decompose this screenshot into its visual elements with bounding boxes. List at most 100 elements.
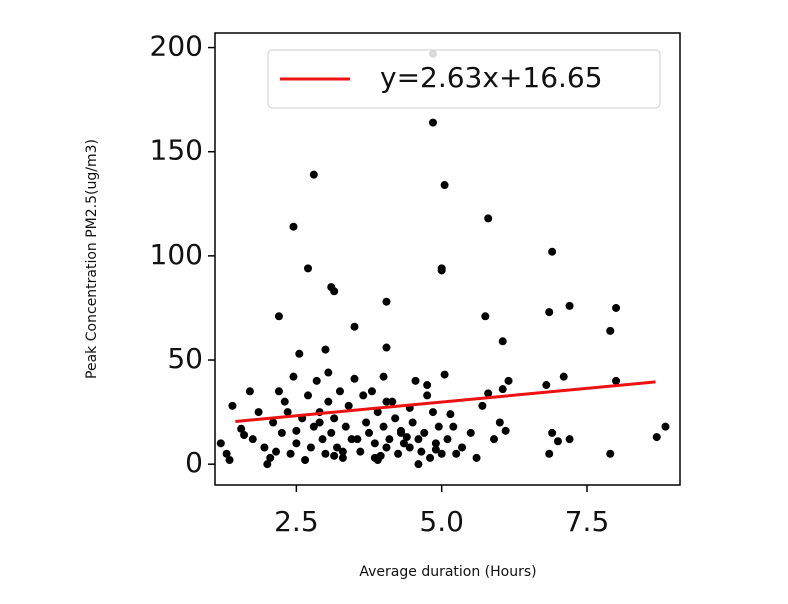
point [498,385,507,394]
point [443,435,452,444]
point [254,408,263,417]
point [315,418,324,427]
point [423,391,432,400]
point [237,424,246,433]
y-axis-label: Peak Concentration PM2.5(ug/m3) [84,139,100,379]
point [333,443,342,452]
point [309,170,318,179]
point [437,266,446,275]
x-tick-label: 5.0 [419,505,464,538]
point [612,376,621,385]
point [565,301,574,310]
point [481,312,490,321]
point [405,443,414,452]
point [417,447,426,456]
point [222,449,231,458]
point [553,437,562,446]
point [402,433,411,442]
point [501,426,510,435]
point [289,372,298,381]
point [545,308,554,317]
point [379,372,388,381]
point [359,391,368,400]
point [330,451,339,460]
point [495,418,504,427]
point [240,431,249,440]
point [449,422,458,431]
point [397,428,405,437]
y-tick-label: 50 [167,342,203,375]
point [391,414,400,423]
point [606,449,615,458]
point [490,435,498,444]
y-tick-label: 150 [150,134,203,167]
point [216,439,225,448]
point [327,428,336,437]
point [286,449,295,458]
point [559,372,568,381]
point [365,428,374,437]
point [266,453,275,462]
point [324,397,333,406]
point [661,422,670,431]
point [304,391,312,400]
point [356,447,365,456]
point [269,418,278,427]
point [321,345,330,354]
point [437,449,446,458]
point [472,453,481,462]
point [283,408,292,417]
point [612,303,621,312]
point [428,408,437,417]
point [370,439,379,448]
point [330,287,339,296]
point [367,387,376,396]
point [385,435,394,444]
point [292,426,301,435]
x-axis-label: Average duration (Hours) [359,564,536,580]
point [245,387,254,396]
point [312,376,321,385]
point [301,456,310,465]
plot-frame [214,32,681,486]
point [318,435,327,444]
point [350,322,359,331]
point [652,433,661,442]
point [458,443,467,452]
point [399,439,408,448]
point [423,381,432,390]
point [260,443,269,452]
point [548,247,557,256]
point [426,453,435,462]
point [263,460,272,469]
x-tick-label: 2.5 [274,505,319,538]
fit-line [235,380,656,423]
point [428,118,437,127]
point [466,428,475,437]
point [274,312,283,321]
point [545,449,554,458]
point [431,445,440,454]
point [542,381,551,390]
point [606,326,615,335]
point [394,449,403,458]
point [324,368,333,377]
point [228,401,237,410]
point [330,414,339,423]
point [306,443,315,452]
point [498,337,507,346]
point [434,422,443,431]
point [446,410,455,419]
y-tick-label: 0 [185,446,203,479]
point [373,408,382,417]
point [382,443,391,452]
point [344,401,353,410]
point [277,428,286,437]
point [274,387,283,396]
point [289,222,298,231]
point [362,418,371,427]
point [484,214,493,223]
point [225,456,234,465]
point [248,435,257,444]
point [321,449,330,458]
